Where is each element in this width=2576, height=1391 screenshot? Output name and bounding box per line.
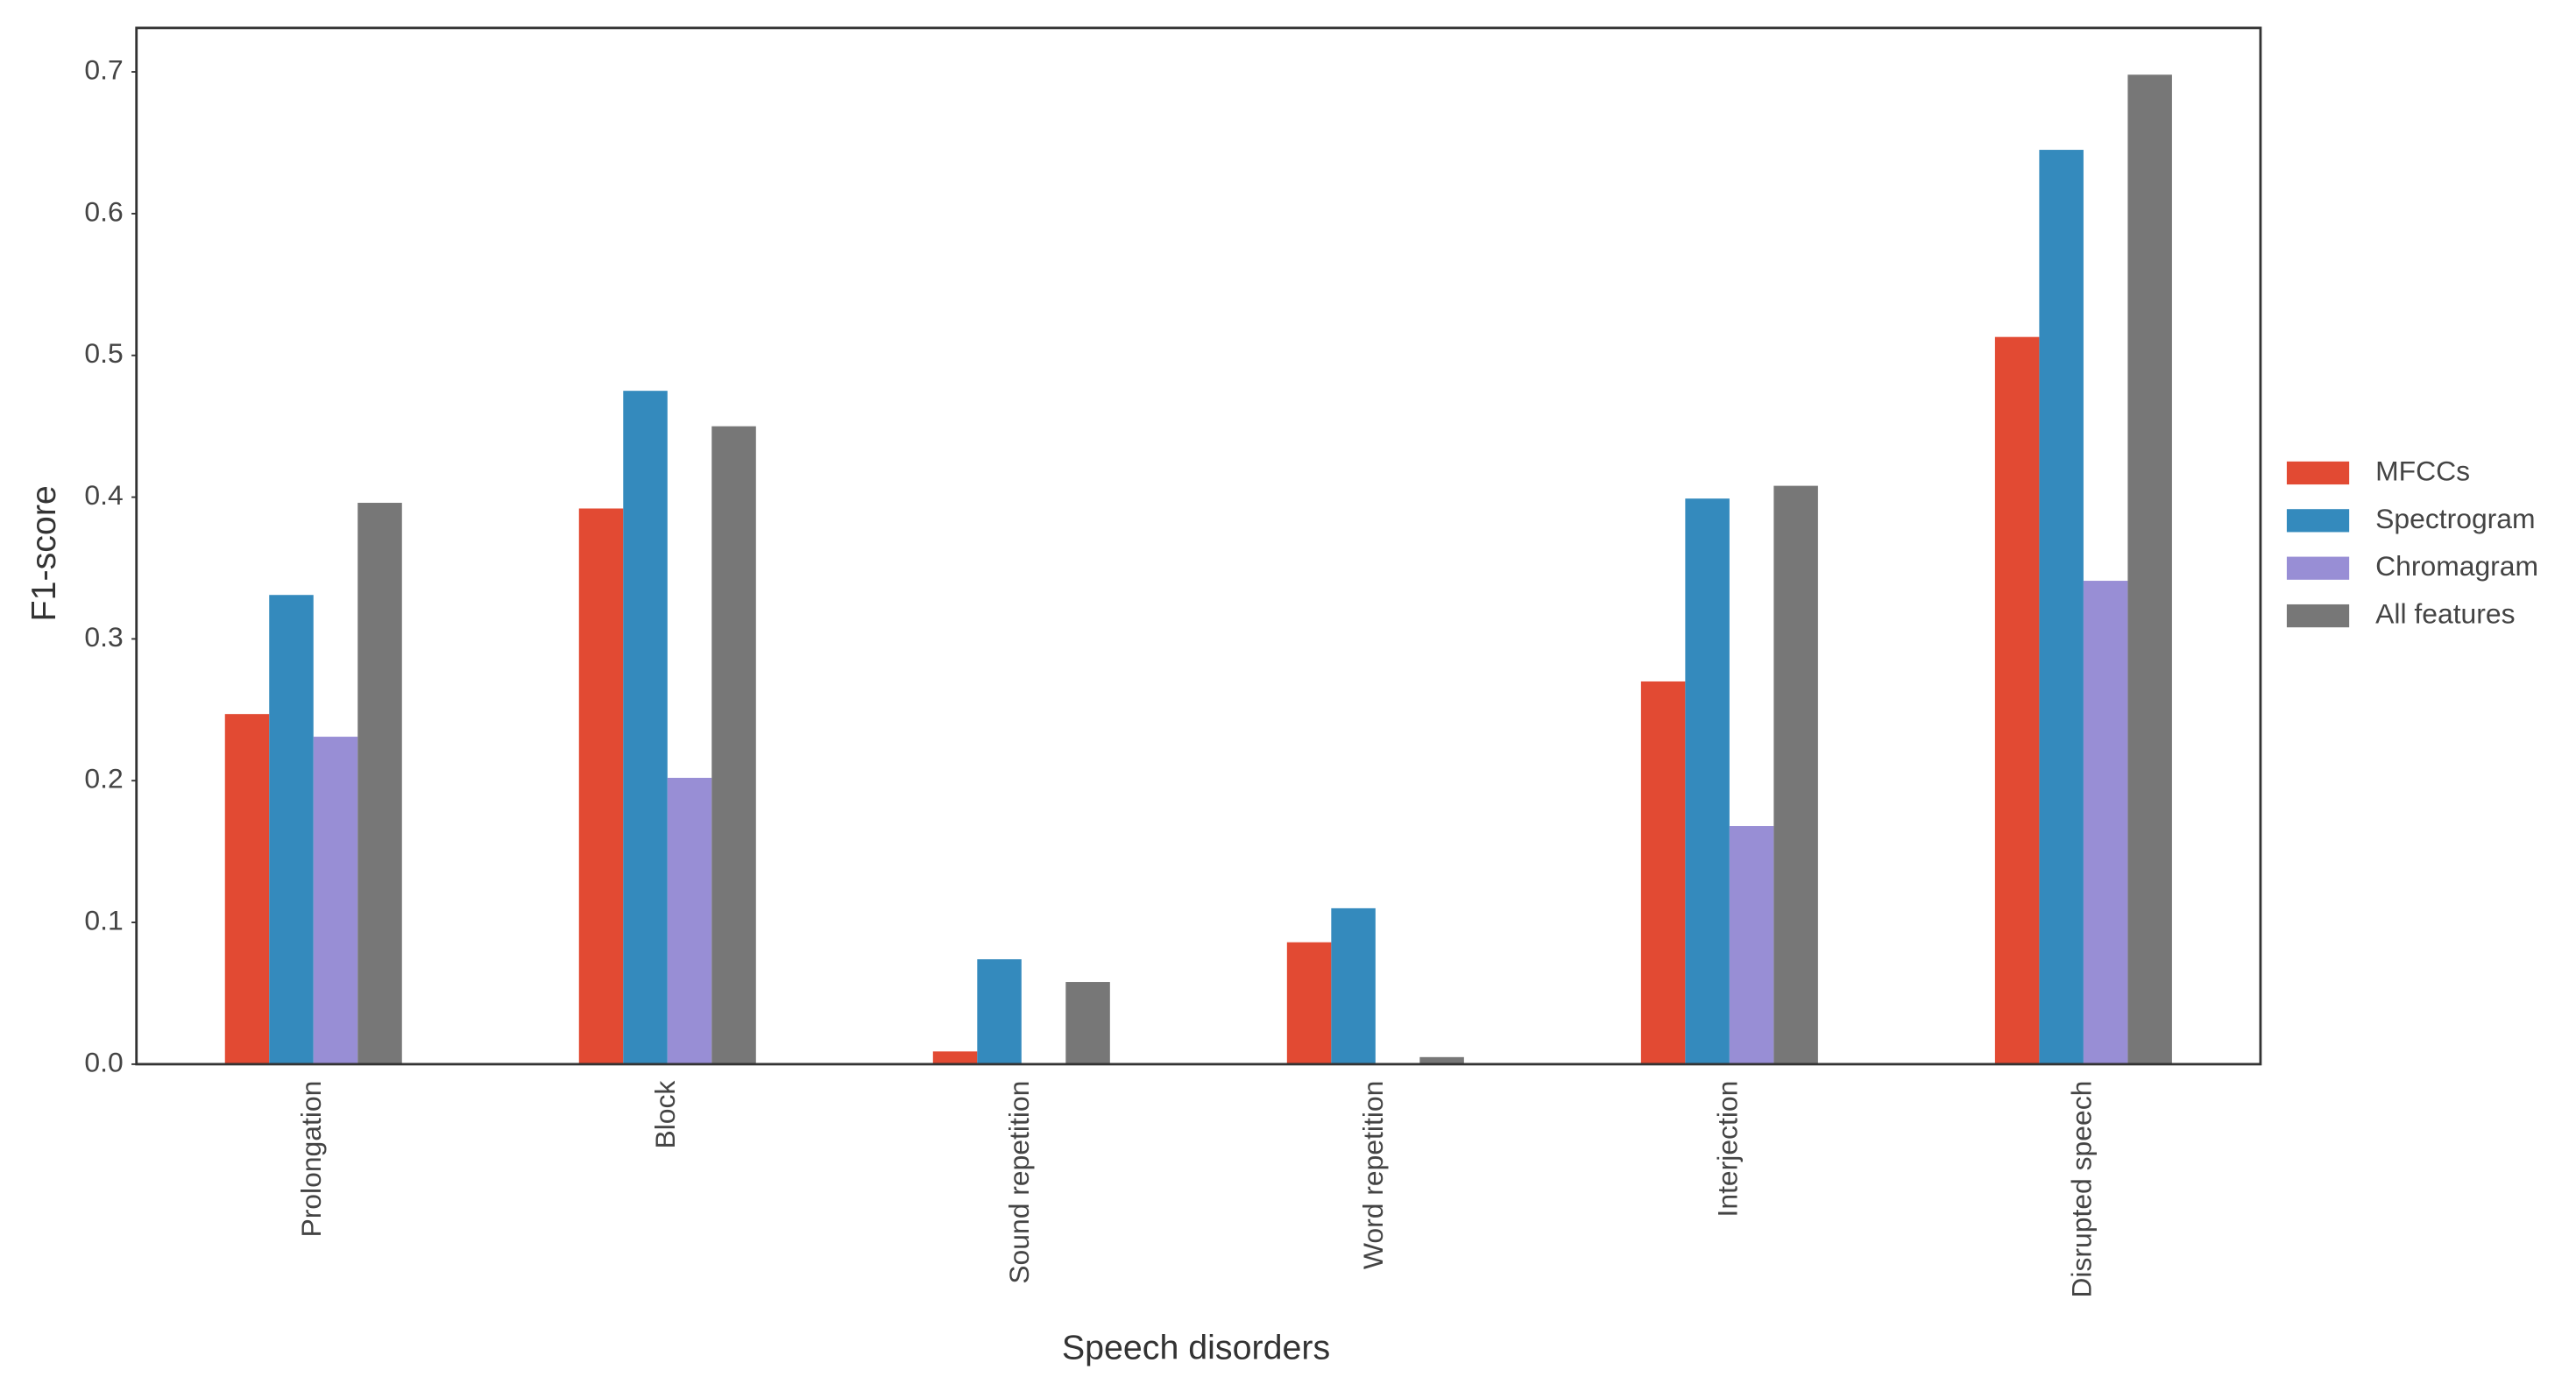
bar (578, 508, 624, 1064)
bar (932, 1051, 978, 1064)
legend-swatch (2286, 461, 2350, 485)
y-tick-label: 0.7 (84, 53, 123, 85)
x-tick-label: Block (649, 1081, 681, 1149)
bar (1640, 681, 1686, 1064)
bar (1685, 498, 1730, 1064)
bar (623, 391, 668, 1064)
bar (357, 503, 402, 1064)
bar (2083, 581, 2128, 1064)
legend-swatch (2286, 556, 2350, 580)
bar (224, 714, 270, 1064)
y-tick-label: 0.0 (84, 1046, 123, 1077)
bar (1331, 907, 1376, 1064)
y-tick-label: 0.5 (84, 337, 123, 369)
x-tick-label: Disrupted speech (2065, 1081, 2097, 1298)
y-axis-label: F1-score (25, 485, 63, 621)
bar (1773, 485, 1818, 1064)
bar (667, 777, 712, 1064)
bar (269, 595, 314, 1064)
legend-swatch (2286, 604, 2350, 628)
x-tick-label: Sound repetition (1003, 1081, 1035, 1284)
bar (1994, 336, 2040, 1064)
bar (1419, 1056, 1464, 1064)
y-tick-label: 0.4 (84, 479, 123, 511)
bar (2039, 150, 2084, 1064)
y-tick-label: 0.6 (84, 195, 123, 227)
bar (313, 737, 358, 1064)
bar (1286, 942, 1332, 1064)
bar (1065, 982, 1110, 1064)
legend-label: Chromagram (2375, 550, 2538, 582)
x-axis-label: Speech disorders (1062, 1329, 1330, 1367)
bar (711, 426, 756, 1064)
legend-label: MFCCs (2375, 455, 2470, 486)
plot-frame (135, 26, 2262, 1066)
legend-label: Spectrogram (2375, 503, 2535, 534)
bar (2127, 74, 2172, 1064)
bar (1729, 826, 1774, 1064)
bar (977, 959, 1022, 1064)
y-tick-label: 0.3 (84, 621, 123, 653)
y-tick-label: 0.1 (84, 904, 123, 936)
x-tick-label: Word repetition (1357, 1081, 1389, 1269)
y-tick-label: 0.2 (84, 763, 123, 794)
x-tick-label: Prolongation (295, 1081, 327, 1238)
legend-label: All features (2375, 597, 2515, 629)
legend-swatch (2286, 509, 2350, 533)
x-tick-label: Interjection (1711, 1081, 1743, 1218)
